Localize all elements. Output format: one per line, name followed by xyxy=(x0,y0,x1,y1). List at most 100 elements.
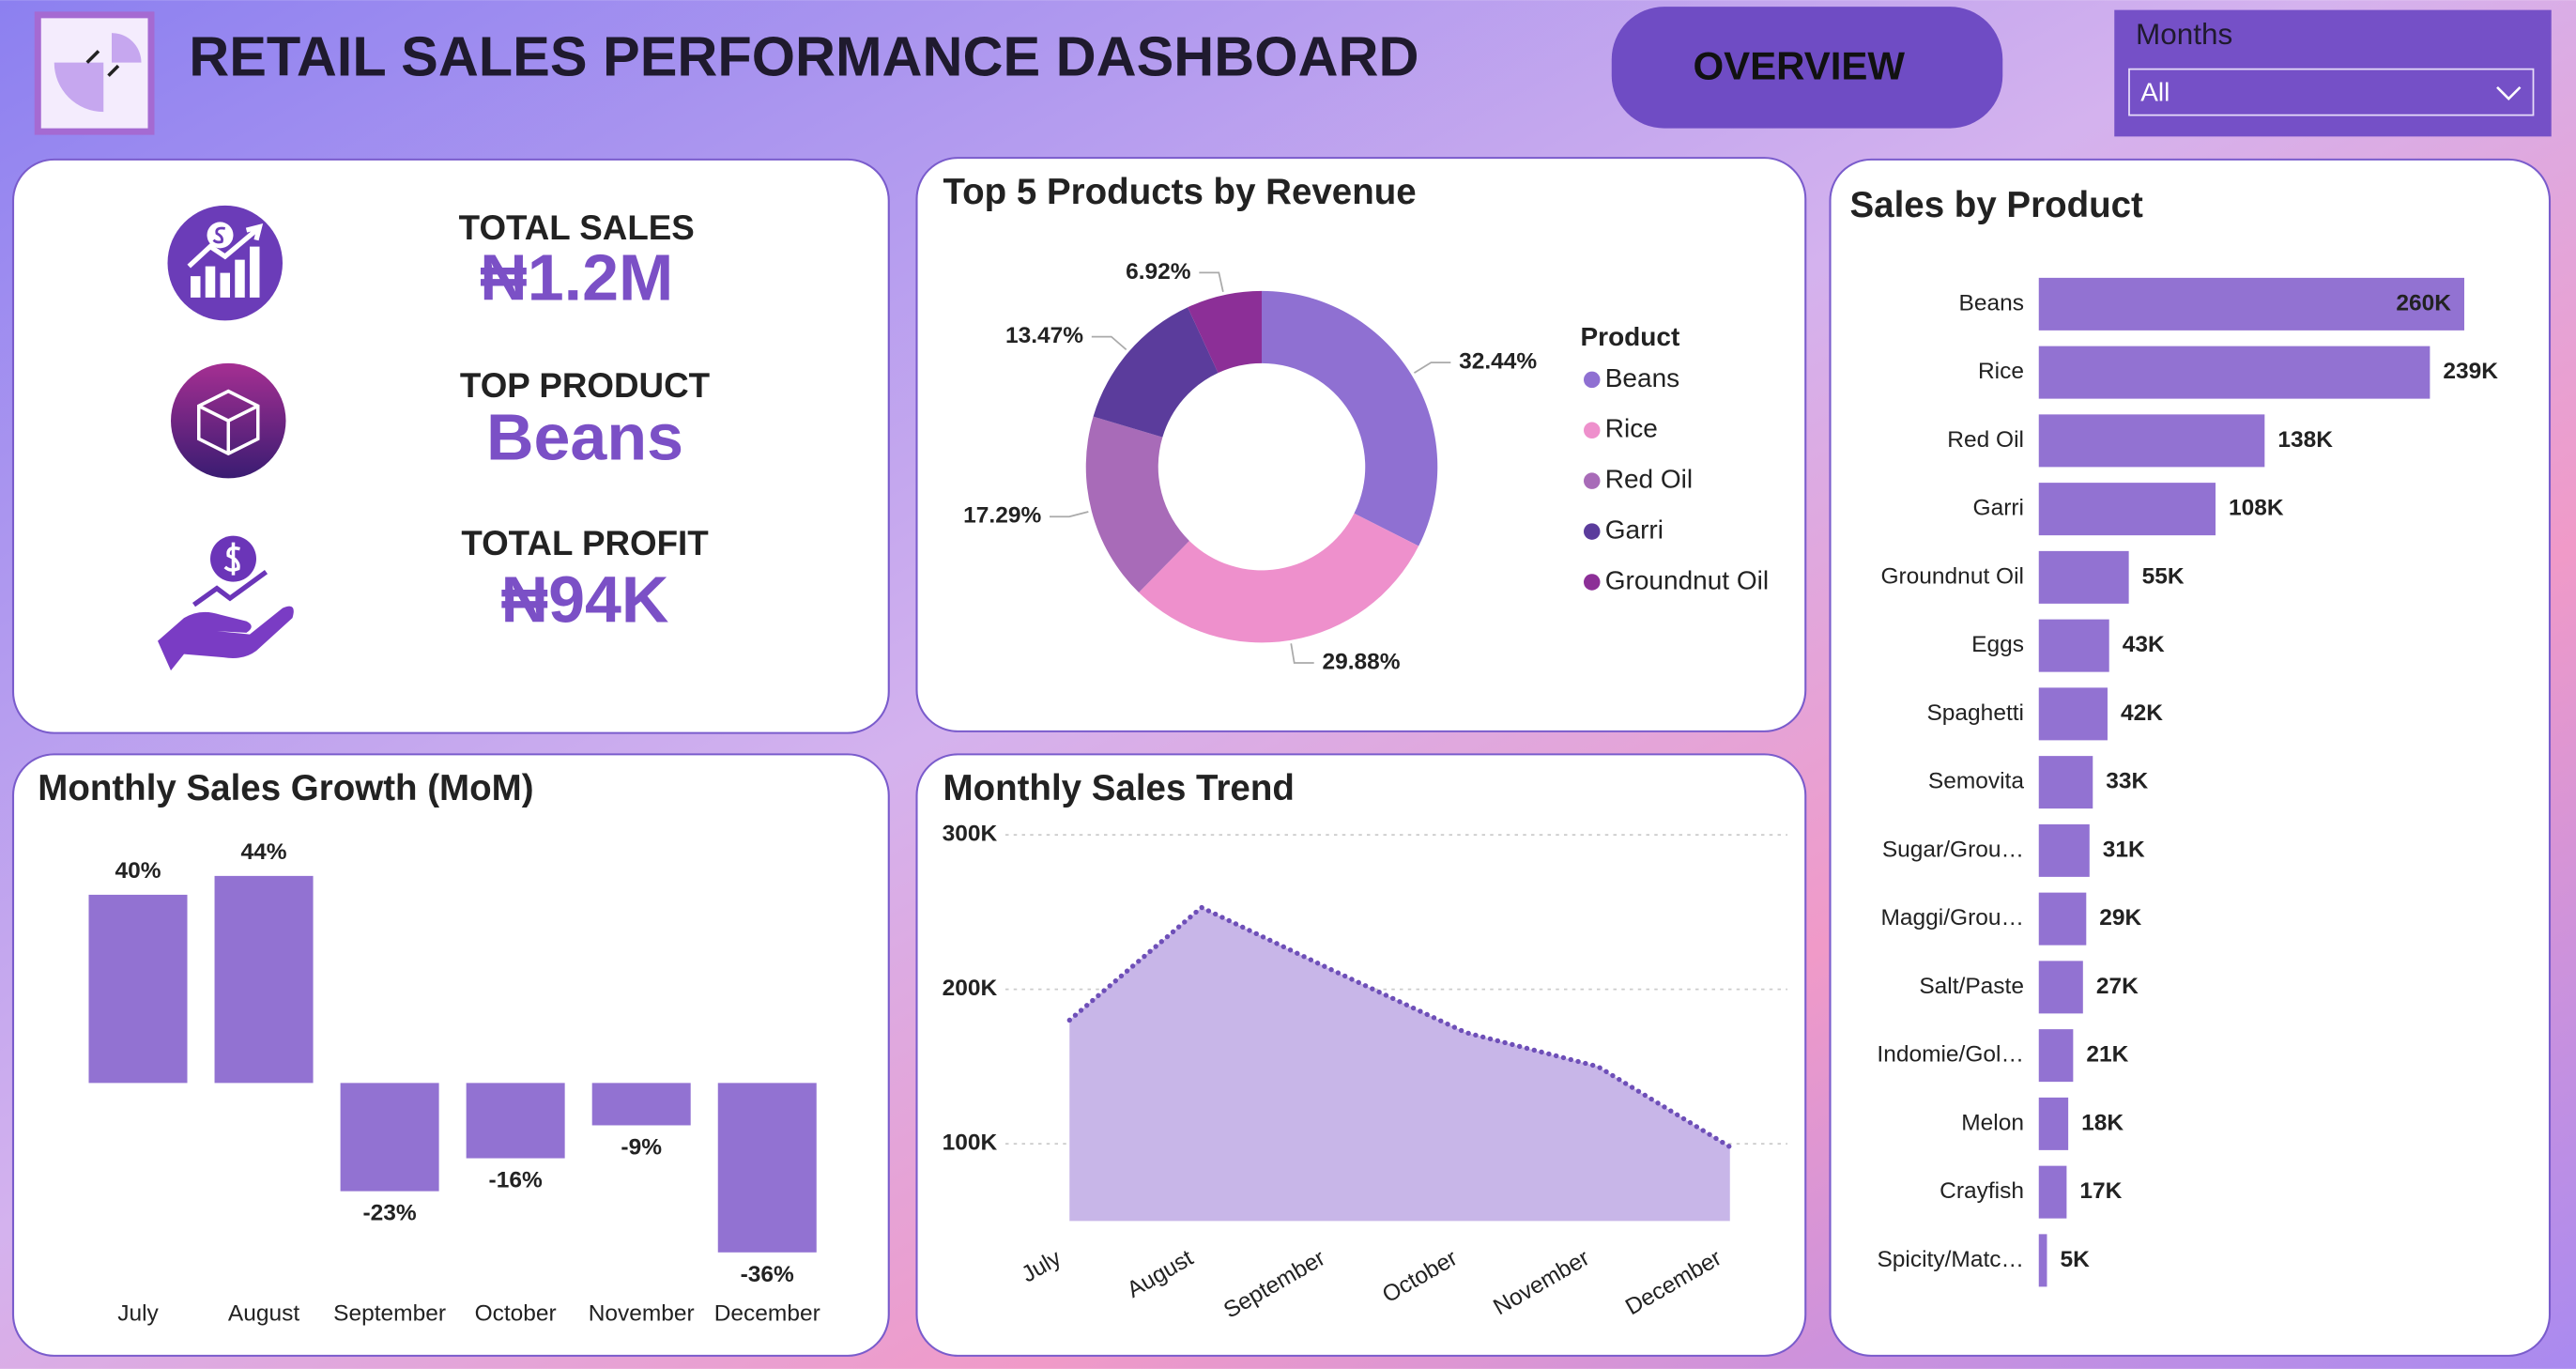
leader-line xyxy=(1199,271,1224,293)
logo xyxy=(34,11,155,135)
data-label: 33K xyxy=(2106,769,2148,794)
bar xyxy=(2038,961,2083,1014)
chart-title: Sales by Product xyxy=(1850,185,2144,225)
bar xyxy=(2038,1234,2047,1287)
category-label: Semovita xyxy=(1928,769,2025,794)
category-label: September xyxy=(333,1301,446,1327)
bar xyxy=(2038,414,2265,468)
overview-button[interactable]: OVERVIEW xyxy=(1611,7,2003,129)
legend-label: Rice xyxy=(1605,414,1658,443)
category-label: Sugar/Grou… xyxy=(1882,837,2024,862)
category-label: Crayfish xyxy=(1940,1178,2024,1204)
month-filter: Months All xyxy=(2114,9,2552,137)
donut-slice xyxy=(1262,290,1438,546)
donut-slice xyxy=(1085,416,1189,593)
bar xyxy=(466,1083,565,1159)
data-label: 6.92% xyxy=(1126,259,1191,285)
data-label: 40% xyxy=(115,858,161,884)
bar xyxy=(88,894,188,1084)
category-label: November xyxy=(589,1301,695,1327)
button-label[interactable]: OVERVIEW xyxy=(1693,44,1905,88)
data-label: 260K xyxy=(2396,290,2451,315)
category-label: Spaghetti xyxy=(1926,700,2024,726)
bar xyxy=(717,1083,817,1253)
category-label: Indomie/Gol… xyxy=(1877,1042,2024,1068)
leader-line xyxy=(1290,643,1314,664)
kpi-label: TOTAL SALES xyxy=(459,208,695,247)
data-label: 5K xyxy=(2060,1247,2090,1272)
category-label: Spicity/Matc… xyxy=(1877,1247,2024,1272)
category-label: Eggs xyxy=(1971,632,2024,657)
legend-label: Beans xyxy=(1605,363,1679,392)
category-label: Groundnut Oil xyxy=(1880,563,2024,589)
dashboard-title: RETAIL SALES PERFORMANCE DASHBOARD xyxy=(189,25,1418,88)
data-label: 239K xyxy=(2443,359,2498,384)
data-label: 21K xyxy=(2086,1042,2128,1068)
data-label: 13.47% xyxy=(1005,323,1083,348)
category-label: Beans xyxy=(1959,290,2024,315)
legend-title: Product xyxy=(1581,322,1680,351)
leader-line xyxy=(1050,511,1089,518)
bar xyxy=(2038,687,2108,741)
sales-icon xyxy=(167,205,283,321)
bar xyxy=(2038,823,2090,877)
legend-swatch xyxy=(1584,472,1601,489)
data-label: 55K xyxy=(2142,563,2185,589)
data-label: 29.88% xyxy=(1322,649,1400,674)
bar xyxy=(2038,1097,2069,1150)
dropdown-chevron[interactable] xyxy=(2496,85,2522,100)
bar xyxy=(2038,346,2430,399)
bar xyxy=(2038,277,2464,331)
data-label: -16% xyxy=(489,1168,543,1193)
legend-swatch xyxy=(1584,523,1601,540)
kpi-value: ₦1.2M xyxy=(480,241,673,315)
y-tick-label: 100K xyxy=(943,1131,998,1156)
data-label: 17K xyxy=(2079,1178,2122,1204)
data-label: 32.44% xyxy=(1459,349,1537,375)
chart-title: Monthly Sales Growth (MoM) xyxy=(38,768,533,808)
data-label: 42K xyxy=(2121,700,2163,726)
data-label: 43K xyxy=(2123,632,2165,657)
category-label: Melon xyxy=(1961,1110,2024,1135)
button-background[interactable] xyxy=(1611,7,2003,129)
chart-title: Top 5 Products by Revenue xyxy=(943,172,1417,212)
category-label: Maggi/Grou… xyxy=(1880,905,2024,931)
category-label: July xyxy=(117,1301,159,1327)
filter-value[interactable]: All xyxy=(2140,77,2170,106)
data-label: -23% xyxy=(362,1201,416,1226)
bar xyxy=(2038,550,2129,604)
y-tick-label: 300K xyxy=(943,822,998,847)
donut-slice xyxy=(1188,290,1262,374)
data-label: -36% xyxy=(741,1262,794,1287)
category-label: December xyxy=(714,1301,820,1327)
filter-dropdown[interactable] xyxy=(2128,68,2535,116)
data-label: -9% xyxy=(621,1134,662,1160)
product-icon xyxy=(171,362,286,479)
data-label: 18K xyxy=(2081,1110,2124,1135)
donut-slice xyxy=(1139,513,1419,643)
profit-icon xyxy=(158,535,294,671)
bar xyxy=(2038,1029,2074,1083)
data-label: 138K xyxy=(2277,427,2333,453)
donut-panel xyxy=(915,157,1807,732)
leader-line xyxy=(1091,335,1127,351)
bar xyxy=(591,1083,691,1126)
legend-label: Groundnut Oil xyxy=(1605,565,1769,594)
data-label: 108K xyxy=(2229,496,2284,521)
legend-label: Garri xyxy=(1605,515,1664,544)
legend-swatch xyxy=(1584,371,1601,389)
legend-label: Red Oil xyxy=(1605,465,1693,494)
data-label: 31K xyxy=(2103,837,2145,862)
data-label: 29K xyxy=(2099,905,2141,931)
category-label: Garri xyxy=(1973,496,2024,521)
bar xyxy=(2038,1165,2067,1219)
kpi-value: ₦94K xyxy=(501,563,669,637)
kpi-panel xyxy=(11,158,890,734)
y-tick-label: 200K xyxy=(943,976,998,1001)
category-label: Salt/Paste xyxy=(1919,974,2024,999)
bar xyxy=(214,875,314,1084)
leader-line xyxy=(1413,361,1451,374)
trend-line xyxy=(1066,904,1733,1150)
kpi-label: TOP PRODUCT xyxy=(460,366,711,405)
